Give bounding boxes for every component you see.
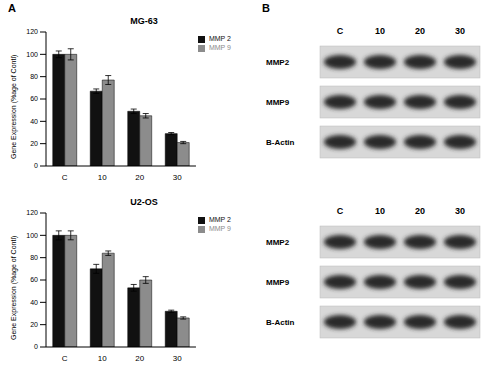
svg-text:MMP9: MMP9 — [266, 98, 290, 107]
svg-text:100: 100 — [26, 232, 38, 239]
svg-text:0: 0 — [34, 162, 38, 169]
svg-text:80: 80 — [30, 73, 38, 80]
svg-text:20: 20 — [415, 26, 425, 36]
svg-text:MMP2: MMP2 — [266, 58, 290, 67]
svg-text:60: 60 — [30, 276, 38, 283]
svg-text:20: 20 — [30, 140, 38, 147]
svg-text:60: 60 — [30, 95, 38, 102]
svg-text:C: C — [337, 26, 344, 36]
svg-text:B-Actin: B-Actin — [266, 318, 295, 327]
html-text:MMP 9: MMP 9 — [209, 225, 231, 232]
html-text:MMP 9: MMP 9 — [209, 44, 231, 51]
html-text:MG-63: MG-63 — [130, 16, 158, 26]
html-text:B: B — [262, 2, 270, 14]
svg-text:20: 20 — [30, 321, 38, 328]
svg-text:C: C — [62, 173, 68, 182]
svg-text:20: 20 — [135, 173, 144, 182]
svg-text:10: 10 — [98, 354, 107, 363]
svg-text:30: 30 — [173, 354, 182, 363]
svg-text:10: 10 — [375, 206, 385, 216]
svg-text:10: 10 — [375, 26, 385, 36]
svg-text:B-Actin: B-Actin — [266, 138, 295, 147]
svg-text:C: C — [62, 354, 68, 363]
svg-text:100: 100 — [26, 51, 38, 58]
svg-text:120: 120 — [26, 28, 38, 35]
svg-text:0: 0 — [34, 343, 38, 350]
svg-text:30: 30 — [455, 206, 465, 216]
html-text:MMP 2: MMP 2 — [209, 35, 231, 42]
svg-text:30: 30 — [173, 173, 182, 182]
svg-text:40: 40 — [30, 118, 38, 125]
html-text:MMP 2: MMP 2 — [209, 216, 231, 223]
html-text:U2-OS: U2-OS — [130, 197, 158, 207]
svg-text:Gene Expression (%age of Contl: Gene Expression (%age of Contl) — [10, 236, 18, 340]
svg-text:20: 20 — [135, 354, 144, 363]
svg-text:MMP2: MMP2 — [266, 238, 290, 247]
svg-text:20: 20 — [415, 206, 425, 216]
svg-text:10: 10 — [98, 173, 107, 182]
svg-text:30: 30 — [455, 26, 465, 36]
svg-text:40: 40 — [30, 299, 38, 306]
svg-text:120: 120 — [26, 209, 38, 216]
svg-text:Gene Expression (%age of Contl: Gene Expression (%age of Contl) — [10, 55, 18, 159]
svg-text:80: 80 — [30, 254, 38, 261]
svg-text:C: C — [337, 206, 344, 216]
svg-text:MMP9: MMP9 — [266, 278, 290, 287]
html-text:A: A — [8, 2, 16, 14]
